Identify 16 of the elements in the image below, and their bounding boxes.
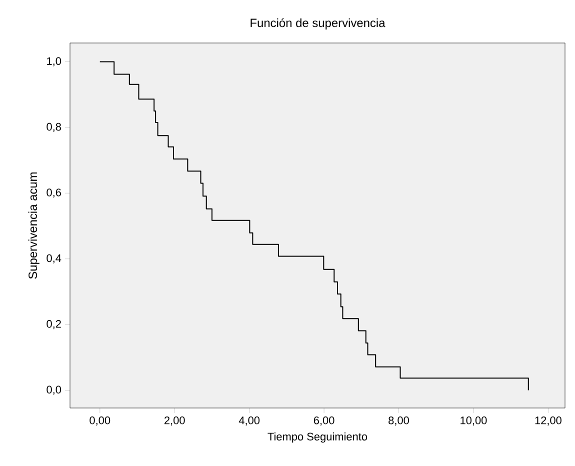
x-tick-label: 4,00 [238, 416, 260, 426]
y-tick-label: 0,0 [46, 386, 62, 395]
y-tick-label: 0,6 [46, 188, 61, 198]
x-tick-label: 0,00 [90, 416, 110, 426]
y-tick-label: 1,0 [47, 57, 62, 66]
x-tick-label: 6,00 [314, 416, 334, 426]
chart-title: Función de supervivencia [250, 18, 386, 30]
x-tick-label: 12,00 [535, 416, 562, 426]
x-tick-label: 10,00 [460, 416, 487, 426]
x-axis-title: Tiempo Seguimiento [268, 432, 368, 443]
y-tick-label: 0,8 [46, 122, 61, 132]
x-tick-label: 2,00 [164, 416, 185, 426]
y-tick-label: 0,2 [46, 320, 61, 330]
x-tick-label: 8,00 [388, 416, 409, 426]
y-tick-label: 0,4 [46, 254, 62, 264]
y-axis-title: Supervivencia acum [28, 172, 40, 279]
